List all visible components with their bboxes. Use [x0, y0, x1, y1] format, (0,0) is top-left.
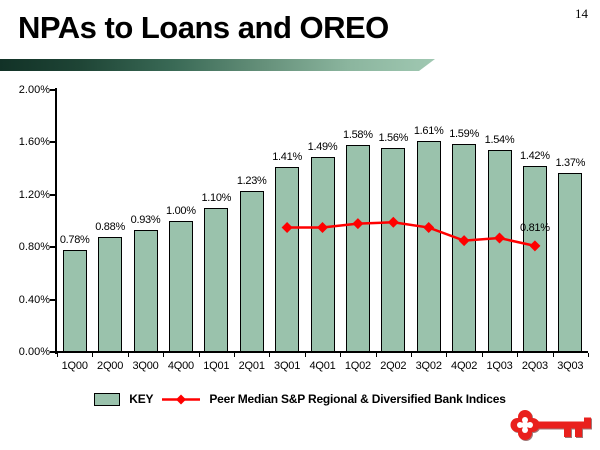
bar-value-label: 0.93% [130, 214, 161, 227]
y-tick-mark [50, 141, 55, 144]
x-category-label: 1Q01 [203, 360, 230, 372]
x-category-label: 1Q02 [344, 360, 371, 372]
page-number: 14 [575, 6, 588, 21]
x-category-label: 2Q00 [97, 360, 124, 372]
peer-series-label: Peer Median S&P Regional & Diversified B… [209, 392, 506, 406]
x-category-label: 4Q01 [309, 360, 336, 372]
bar-value-label: 0.88% [95, 220, 125, 233]
peer-line-diamond-marker [387, 216, 399, 228]
peer-line-diamond-marker [458, 235, 470, 247]
x-axis-line [55, 351, 588, 353]
peer-line-diamond-marker [317, 222, 328, 234]
bar-value-label: 1.10% [201, 191, 232, 204]
bar [487, 150, 512, 352]
x-tick-mark [517, 353, 519, 357]
y-tick-label: 0.00% [18, 346, 50, 358]
x-tick-mark [234, 353, 235, 357]
x-category-label: 2Q01 [238, 360, 265, 372]
key-bow-hole [517, 417, 533, 433]
x-tick-mark [269, 353, 271, 357]
key-series-label: KEY [129, 392, 154, 406]
x-category-label: 1Q03 [486, 360, 513, 372]
bar [416, 141, 441, 352]
slide-title: NPAs to Loans and OREO [18, 10, 389, 45]
y-tick-label: 0.80% [18, 241, 50, 254]
peer-line-legend-marker [162, 394, 201, 404]
bar [522, 165, 547, 352]
npa-bar-line-chart: 0.00% 0.40% 0.80% 1.20% 1.60% 2.00% 0.78% 1Q00 0… [0, 80, 600, 390]
title-underline-band [0, 59, 435, 71]
bar [204, 207, 229, 352]
x-tick-mark [304, 353, 306, 357]
bar-value-label: 1.37% [555, 156, 586, 169]
x-tick-mark [57, 353, 58, 357]
key-series-swatch [94, 392, 121, 406]
y-tick-label: 2.00% [18, 84, 50, 96]
bar-value-label: 1.54% [484, 134, 515, 147]
peer-line-diamond-marker [352, 218, 364, 230]
bar [98, 236, 123, 352]
bar [310, 156, 335, 352]
bar-value-label: 1.42% [520, 149, 550, 162]
x-tick-mark [163, 353, 165, 357]
y-tick-mark [50, 351, 55, 353]
x-tick-mark [127, 353, 129, 357]
x-tick-mark [411, 353, 412, 357]
x-tick-mark [446, 353, 448, 357]
bar-value-label: 1.59% [449, 127, 479, 140]
bar [558, 172, 583, 352]
x-tick-mark [481, 353, 483, 357]
x-tick-mark [375, 353, 377, 357]
x-tick-mark [198, 353, 200, 357]
chart-legend: KEY Peer Median S&P Regional & Diversifi… [0, 388, 600, 410]
x-category-label: 1Q00 [61, 360, 88, 372]
bar [381, 147, 406, 352]
x-category-label: 3Q03 [557, 360, 584, 372]
x-category-label: 3Q02 [415, 360, 442, 372]
y-tick-mark [50, 246, 55, 249]
bar [168, 221, 193, 352]
line-value-label: 0.81% [520, 221, 550, 234]
y-axis-line [55, 88, 57, 354]
bar [275, 167, 300, 352]
bar-value-label: 1.56% [378, 131, 409, 144]
x-tick-mark [552, 353, 554, 357]
x-tick-mark [588, 353, 589, 357]
bar [452, 143, 477, 352]
y-tick-mark [50, 298, 55, 301]
x-tick-mark [340, 353, 342, 357]
bar [239, 190, 264, 352]
x-tick-mark [92, 353, 94, 357]
bar-value-label: 1.41% [272, 151, 302, 164]
bar-value-label: 1.49% [307, 140, 338, 153]
peer-line-diamond-marker [529, 240, 541, 252]
peer-median-line-series [281, 216, 541, 252]
y-tick-label: 0.40% [18, 293, 50, 306]
bar [62, 249, 87, 352]
bar-value-label: 0.78% [59, 233, 90, 246]
y-tick-mark [50, 89, 55, 91]
peer-line-path [287, 221, 536, 248]
keycorp-key-logo [510, 410, 591, 440]
bar [345, 145, 370, 352]
x-category-label: 3Q01 [274, 360, 301, 372]
y-tick-label: 1.20% [18, 188, 50, 201]
x-category-label: 2Q03 [521, 360, 548, 372]
x-category-label: 2Q02 [380, 360, 407, 372]
y-tick-mark [50, 193, 55, 196]
bar-value-label: 1.23% [236, 174, 267, 187]
peer-line-diamond-marker [423, 222, 435, 234]
bar [133, 230, 158, 352]
bar-value-label: 1.00% [166, 205, 196, 217]
x-category-label: 3Q00 [132, 360, 159, 372]
y-tick-label: 1.60% [18, 136, 50, 149]
x-category-label: 4Q00 [167, 360, 194, 372]
peer-line-diamond-marker [281, 222, 293, 234]
bar-value-label: 1.58% [343, 129, 373, 142]
bar-value-label: 1.61% [413, 125, 444, 138]
x-category-label: 4Q02 [451, 360, 478, 372]
peer-line-diamond-marker [494, 232, 505, 244]
